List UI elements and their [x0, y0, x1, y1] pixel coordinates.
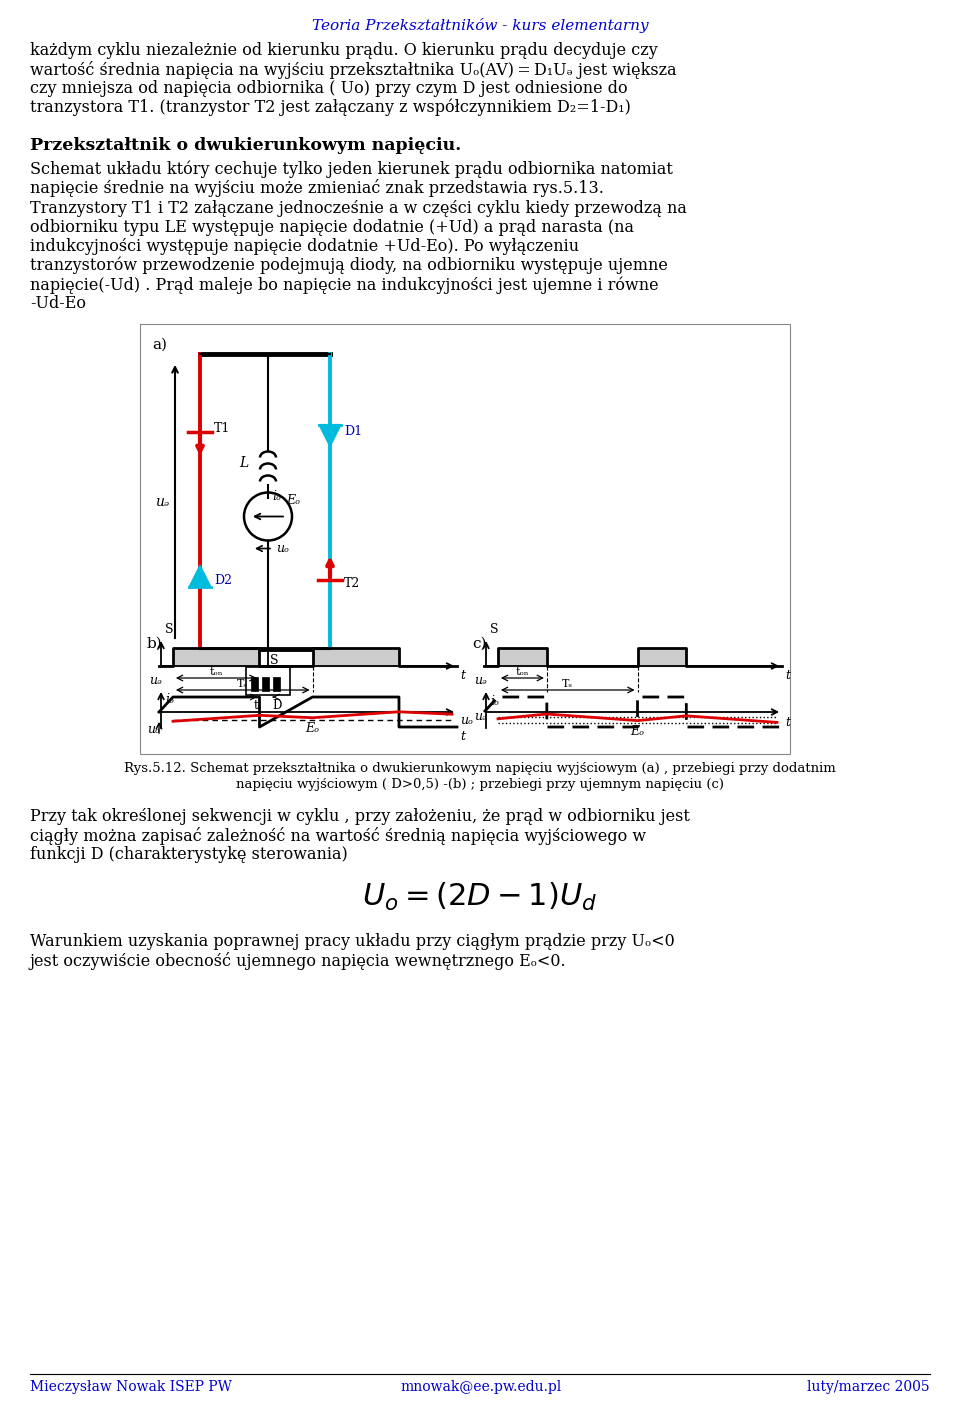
Text: uₔ: uₔ — [149, 674, 162, 687]
Bar — [273, 677, 280, 691]
Text: c): c) — [472, 637, 487, 651]
Text: Mieczysław Nowak ISEP PW: Mieczysław Nowak ISEP PW — [30, 1380, 232, 1394]
Text: uₒ: uₒ — [147, 723, 160, 736]
Text: S: S — [490, 623, 498, 636]
Text: Eₒ: Eₒ — [286, 494, 300, 507]
Polygon shape — [319, 424, 341, 446]
Text: t: t — [460, 730, 465, 743]
Bar — [262, 677, 269, 691]
Text: $U_o = (2D-1)U_d$: $U_o = (2D-1)U_d$ — [363, 880, 597, 913]
Text: tₒₙ: tₒₙ — [516, 667, 529, 677]
Text: t: t — [785, 668, 790, 682]
Text: Rys.5.12. Schemat przekształtnika o dwukierunkowym napięciu wyjściowym (a) , prz: Rys.5.12. Schemat przekształtnika o dwuk… — [124, 762, 836, 775]
Text: t: t — [460, 668, 465, 682]
Text: T2: T2 — [344, 577, 360, 590]
Text: funkcji D (charakterystykę sterowania): funkcji D (charakterystykę sterowania) — [30, 847, 348, 863]
Text: jest oczywiście obecność ujemnego napięcia wewnętrznego Eₒ<0.: jest oczywiście obecność ujemnego napięc… — [30, 952, 566, 970]
Text: b): b) — [147, 637, 163, 651]
Text: t: t — [785, 716, 790, 729]
Text: ciągły można zapisać zależność na wartość średnią napięcia wyjściowego w: ciągły można zapisać zależność na wartoś… — [30, 827, 646, 845]
Text: D: D — [272, 699, 281, 712]
Text: każdym cyklu niezależnie od kierunku prądu. O kierunku prądu decyduje czy: każdym cyklu niezależnie od kierunku prą… — [30, 42, 658, 59]
Text: iₒ: iₒ — [490, 695, 499, 708]
Text: uₔ: uₔ — [474, 674, 487, 687]
Text: Przy tak określonej sekwencji w cyklu , przy założeniu, że prąd w odbiorniku jes: Przy tak określonej sekwencji w cyklu , … — [30, 807, 690, 826]
Text: napięcie średnie na wyjściu może zmieniać znak przedstawia rys.5.13.: napięcie średnie na wyjściu może zmienia… — [30, 178, 604, 197]
Text: luty/marzec 2005: luty/marzec 2005 — [807, 1380, 930, 1394]
Text: uₒ: uₒ — [460, 713, 473, 726]
Text: a): a) — [152, 338, 167, 352]
Text: Tₛ: Tₛ — [563, 680, 573, 689]
Text: napięcie(-Ud) . Prąd maleje bo napięcie na indukcyjności jest ujemne i równe: napięcie(-Ud) . Prąd maleje bo napięcie … — [30, 277, 659, 293]
Text: Schemat układu który cechuje tylko jeden kierunek prądu odbiornika natomiat: Schemat układu który cechuje tylko jeden… — [30, 160, 673, 177]
Text: iₒ: iₒ — [272, 490, 281, 503]
Text: Tₛ: Tₛ — [237, 680, 249, 689]
Text: L: L — [239, 456, 248, 470]
Text: tranzystorów przewodzenie podejmują diody, na odbiorniku występuje ujemne: tranzystorów przewodzenie podejmują diod… — [30, 257, 668, 275]
Text: tranzystora T1. (tranzystor T2 jest załączany z współczynnikiem D₂=1-D₁): tranzystora T1. (tranzystor T2 jest załą… — [30, 100, 631, 117]
Bar — [140, 324, 790, 754]
Text: T1: T1 — [214, 423, 230, 435]
Text: Tranzystory T1 i T2 załączane jednocześnie a w części cyklu kiedy przewodzą na: Tranzystory T1 i T2 załączane jednocześn… — [30, 199, 686, 218]
Text: czy mniejsza od napięcia odbiornika ( Uo) przy czym D jest odniesione do: czy mniejsza od napięcia odbiornika ( Uo… — [30, 80, 628, 97]
Text: indukcyjności występuje napięcie dodatnie +Ud-Eo). Po wyłączeniu: indukcyjności występuje napięcie dodatni… — [30, 239, 579, 256]
Text: mnowak@ee.pw.edu.pl: mnowak@ee.pw.edu.pl — [400, 1380, 562, 1394]
Text: odbiorniku typu LE występuje napięcie dodatnie (+Ud) a prąd narasta (na: odbiorniku typu LE występuje napięcie do… — [30, 219, 634, 236]
Text: tₛ: tₛ — [254, 699, 263, 712]
Text: Warunkiem uzyskania poprawnej pracy układu przy ciągłym prądzie przy Uₒ<0: Warunkiem uzyskania poprawnej pracy ukła… — [30, 934, 675, 951]
Bar — [246, 667, 290, 695]
Text: Teoria Przekształtników - kurs elementarny: Teoria Przekształtników - kurs elementar… — [312, 18, 648, 34]
Text: S: S — [270, 653, 278, 667]
Text: tₒₙ: tₒₙ — [209, 667, 223, 677]
Bar — [251, 677, 258, 691]
Text: -Ud-Eo: -Ud-Eo — [30, 295, 86, 312]
Text: Eₒ: Eₒ — [305, 722, 320, 736]
Text: D1: D1 — [344, 425, 362, 438]
Text: S: S — [165, 623, 174, 636]
Text: napięciu wyjściowym ( D>0,5) -(b) ; przebiegi przy ujemnym napięciu (c): napięciu wyjściowym ( D>0,5) -(b) ; prze… — [236, 778, 724, 790]
Text: uₒ: uₒ — [276, 542, 289, 555]
Text: Eₒ: Eₒ — [631, 724, 644, 737]
Text: uₔ: uₔ — [155, 494, 169, 508]
Text: iₒ: iₒ — [165, 694, 174, 706]
Text: D2: D2 — [214, 574, 232, 587]
Text: Przekształtnik o dwukierunkowym napięciu.: Przekształtnik o dwukierunkowym napięciu… — [30, 138, 461, 154]
Text: wartość średnia napięcia na wyjściu przekształtnika Uₒ(AV) = D₁Uₔ jest większa: wartość średnia napięcia na wyjściu prze… — [30, 60, 677, 79]
Text: uₔ: uₔ — [474, 710, 487, 723]
Polygon shape — [189, 566, 211, 587]
